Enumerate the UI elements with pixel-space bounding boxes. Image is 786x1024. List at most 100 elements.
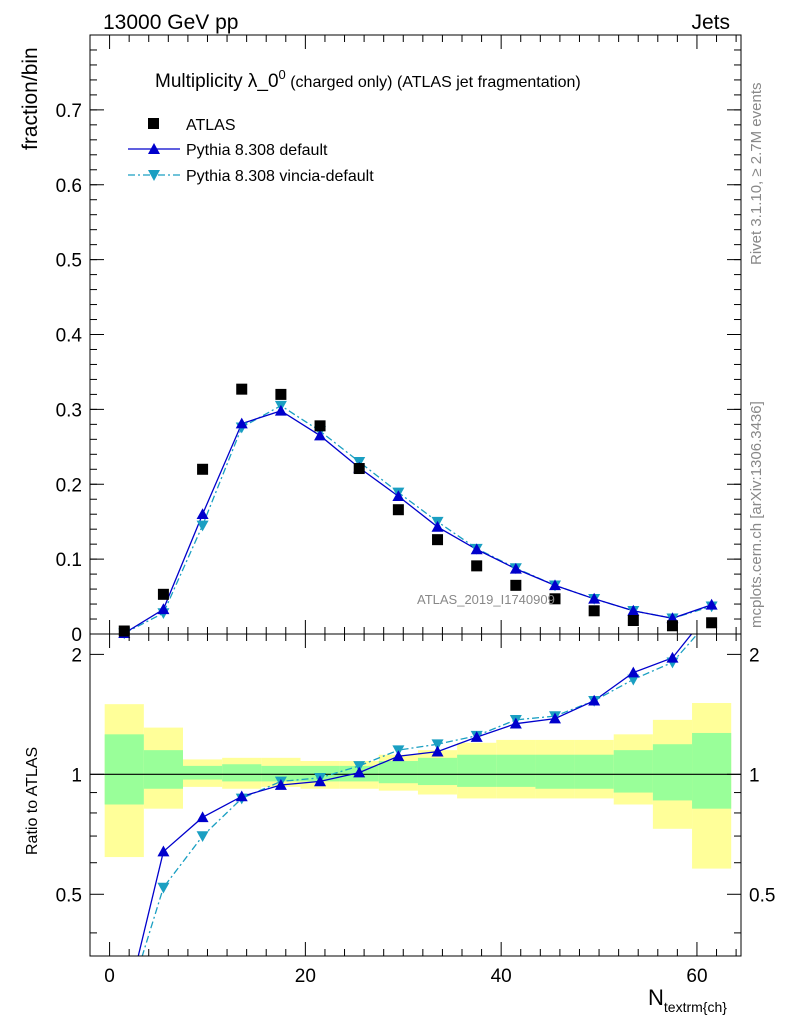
ratio-band-inner bbox=[378, 761, 418, 784]
legend-vincia-label: Pythia 8.308 vincia-default bbox=[186, 168, 374, 185]
default-point bbox=[431, 520, 444, 532]
atlas-point bbox=[432, 534, 444, 546]
ratio-default-point bbox=[627, 666, 640, 678]
ratio-band-inner bbox=[222, 764, 262, 782]
ratio-ytick-label-right: 0.5 bbox=[749, 885, 775, 906]
ratio-default-point bbox=[118, 1008, 130, 1019]
ratio-band-inner bbox=[535, 754, 575, 789]
header-left: 13000 GeV pp bbox=[103, 11, 238, 34]
ratio-default-point bbox=[196, 811, 209, 823]
ratio-ytick-label: 2 bbox=[71, 645, 82, 666]
ratio-xtick-label: 0 bbox=[104, 966, 115, 987]
atlas-point bbox=[353, 463, 365, 475]
atlas-point bbox=[236, 383, 248, 395]
main-marks bbox=[118, 383, 718, 640]
main-ytick-label: 0.7 bbox=[56, 101, 82, 122]
default-point bbox=[509, 562, 522, 574]
main-ytick-label: 0.4 bbox=[56, 326, 83, 347]
ratio-band-inner bbox=[692, 732, 732, 809]
ratio-bands bbox=[90, 703, 741, 869]
ratio-band-inner bbox=[143, 750, 183, 789]
main-title-main: Multiplicity λ_0 bbox=[155, 71, 279, 92]
header-right: Jets bbox=[691, 11, 730, 34]
main-ytick-label: 0.5 bbox=[56, 251, 82, 272]
ratio-default-point bbox=[470, 731, 483, 742]
atlas-point bbox=[314, 420, 326, 432]
default-point bbox=[314, 429, 327, 441]
side-rivet: Rivet 3.1.10, ≥ 2.7M events bbox=[748, 83, 765, 266]
ratio-vincia-point bbox=[118, 1009, 130, 1020]
ratio-vincia-point bbox=[431, 739, 444, 751]
ratio-xlabel-main: N bbox=[648, 985, 664, 1010]
ratio-default-point bbox=[666, 651, 679, 663]
atlas-point bbox=[627, 615, 639, 627]
ratio-band-inner bbox=[613, 750, 653, 793]
ratio-default-point bbox=[235, 790, 248, 802]
default-point bbox=[588, 592, 601, 604]
atlas-point bbox=[392, 504, 404, 516]
default-point bbox=[157, 603, 170, 615]
ratio-xtick-label: 40 bbox=[491, 966, 512, 987]
default-point bbox=[274, 404, 287, 416]
legend-atlas-marker bbox=[148, 118, 159, 129]
ratio-band-inner bbox=[104, 734, 144, 805]
ratio-ylabel: Ratio to ATLAS bbox=[24, 747, 41, 855]
vincia-point bbox=[196, 520, 209, 532]
ratio-default-point bbox=[392, 750, 405, 762]
ratio-frame bbox=[89, 633, 742, 957]
legend-default-marker bbox=[148, 143, 160, 154]
main-title: Multiplicity λ_00 (charged only) (ATLAS … bbox=[155, 67, 581, 92]
ratio-band-inner bbox=[574, 754, 614, 789]
ratio-ytick-label: 1 bbox=[71, 765, 82, 786]
default-point bbox=[705, 598, 718, 610]
main-panel: 00.10.20.30.40.50.60.7 Multiplicity λ_00… bbox=[19, 34, 742, 646]
ratio-ytick-label-right: 1 bbox=[749, 765, 760, 786]
main-title-sup: 0 bbox=[279, 67, 286, 82]
ratio-default-point bbox=[157, 845, 170, 857]
atlas-point bbox=[471, 560, 483, 572]
ratio-default-point bbox=[353, 766, 366, 778]
ratio-xtick-label: 60 bbox=[686, 966, 707, 987]
main-ytick-label: 0.6 bbox=[56, 176, 82, 197]
side-mcplots: mcplots.cern.ch [arXiv:1306.3436] bbox=[748, 401, 765, 628]
atlas-point bbox=[118, 625, 130, 637]
atlas-point bbox=[706, 617, 718, 629]
atlas-point bbox=[275, 388, 287, 400]
main-ytick-label: 0.1 bbox=[56, 550, 82, 571]
ratio-default-point bbox=[549, 712, 561, 724]
ratio-band-inner bbox=[183, 765, 223, 780]
main-ytick-label: 0 bbox=[71, 625, 82, 646]
ratio-panel: 0.5 0.51 12 20 20 40 60 Ratio to ATLAS Ntextrm… bbox=[24, 633, 775, 1020]
default-point bbox=[470, 543, 483, 555]
ratio-band-inner bbox=[417, 757, 458, 786]
default-point bbox=[627, 604, 640, 616]
ratio-band-inner bbox=[261, 765, 301, 782]
ratio-ticks: 0.5 0.51 12 20 20 40 60 bbox=[56, 634, 775, 987]
ratio-vincia-point bbox=[157, 882, 170, 894]
ratio-vincia-point bbox=[353, 761, 366, 772]
main-ticks: 0 0.1 0.2 0.3 0.4 0.5 0.6 0.7 bbox=[56, 35, 741, 646]
legend-vincia-marker bbox=[148, 170, 160, 181]
legend: ATLAS Pythia 8.308 default Pythia 8.308 … bbox=[128, 117, 374, 185]
default-point bbox=[392, 490, 405, 502]
atlas-point bbox=[549, 593, 561, 605]
atlas-point bbox=[157, 588, 169, 600]
ratio-vincia-line bbox=[141, 634, 699, 956]
default-point bbox=[549, 579, 561, 591]
atlas-point bbox=[666, 620, 678, 632]
main-title-rest: (charged only) (ATLAS jet fragmentation) bbox=[286, 74, 581, 91]
ratio-band-inner bbox=[496, 754, 536, 787]
main-ytick-label: 0.3 bbox=[56, 400, 82, 421]
ratio-xlabel-sub: textrm{ch} bbox=[664, 999, 727, 1015]
ratio-ytick-label-right: 2 bbox=[749, 645, 760, 666]
watermark: ATLAS_2019_I1740909 bbox=[417, 592, 555, 607]
atlas-point bbox=[510, 579, 522, 591]
ratio-ytick-label: 0.5 bbox=[56, 885, 82, 906]
ratio-xlabel: Ntextrm{ch} bbox=[648, 985, 727, 1015]
ratio-default-point bbox=[274, 779, 287, 790]
ratio-band-inner bbox=[457, 754, 497, 787]
ratio-xtick-label: 20 bbox=[295, 966, 316, 987]
main-ylabel: fraction/bin bbox=[19, 47, 42, 150]
default-point bbox=[235, 417, 248, 429]
